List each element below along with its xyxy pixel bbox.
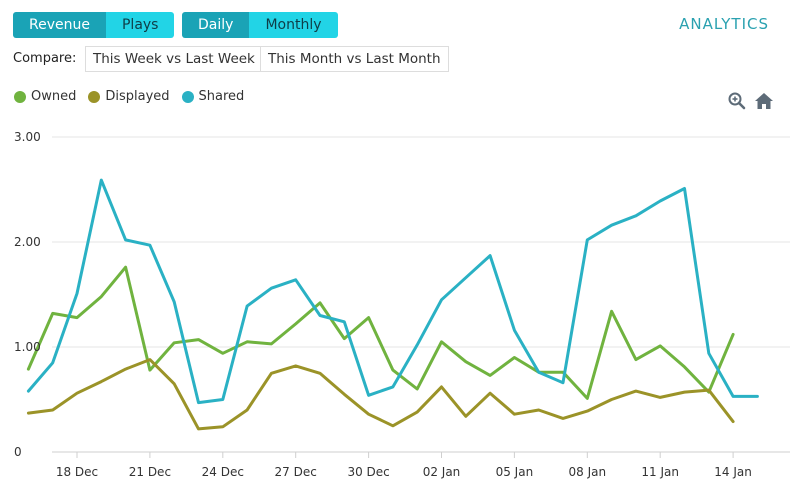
series-line-owned (26, 265, 735, 400)
compare-month-button[interactable]: This Month vs Last Month (260, 46, 449, 72)
home-icon[interactable] (754, 91, 774, 111)
metric-toggle-group: Revenue Plays (13, 12, 175, 38)
brand-title: ANALYTICS (679, 15, 769, 33)
compare-week-button[interactable]: This Week vs Last Week (85, 46, 263, 72)
y-axis: 0 1.00 2.00 3.00 (14, 130, 41, 459)
legend-item-displayed[interactable]: Displayed (88, 89, 170, 104)
series-line-displayed (26, 358, 735, 431)
revenue-button[interactable]: Revenue (13, 12, 106, 38)
y-tick-label: 3.00 (14, 130, 41, 144)
period-toggle-group: Daily Monthly (182, 12, 338, 38)
chart-grid (52, 136, 790, 453)
x-tick-label: 21 Dec (129, 465, 171, 479)
legend-label-displayed: Displayed (105, 89, 170, 104)
chart-legend: Owned Displayed Shared (14, 89, 256, 104)
x-tick-label: 11 Jan (641, 465, 679, 479)
y-tick-label: 0 (14, 445, 22, 459)
x-tick-label: 05 Jan (496, 465, 534, 479)
x-tick-label: 24 Dec (202, 465, 244, 479)
monthly-button[interactable]: Monthly (249, 12, 338, 38)
legend-label-owned: Owned (31, 89, 77, 104)
plays-button[interactable]: Plays (105, 12, 175, 38)
zoom-in-icon[interactable] (727, 91, 747, 111)
x-tick-label: 02 Jan (423, 465, 461, 479)
x-tick-label: 08 Jan (569, 465, 607, 479)
legend-item-shared[interactable]: Shared (181, 89, 245, 104)
daily-button[interactable]: Daily (182, 12, 250, 38)
legend-marker-shared (181, 90, 194, 103)
compare-label: Compare: (13, 51, 77, 66)
legend-item-owned[interactable]: Owned (14, 89, 76, 104)
legend-label-shared: Shared (198, 89, 245, 104)
series-line-shared (26, 178, 759, 405)
y-tick-label: 2.00 (14, 235, 41, 249)
y-tick-label: 1.00 (14, 340, 41, 354)
legend-marker-displayed (88, 90, 101, 103)
x-tick-label: 30 Dec (347, 465, 389, 479)
x-tick-label: 18 Dec (56, 465, 98, 479)
chart-series (26, 178, 759, 431)
x-axis: 18 Dec 21 Dec 24 Dec 27 Dec 30 Dec 02 Jan 05 J… (56, 452, 752, 479)
x-tick-label: 14 Jan (714, 465, 752, 479)
x-tick-label: 27 Dec (275, 465, 317, 479)
legend-marker-owned (14, 90, 26, 103)
